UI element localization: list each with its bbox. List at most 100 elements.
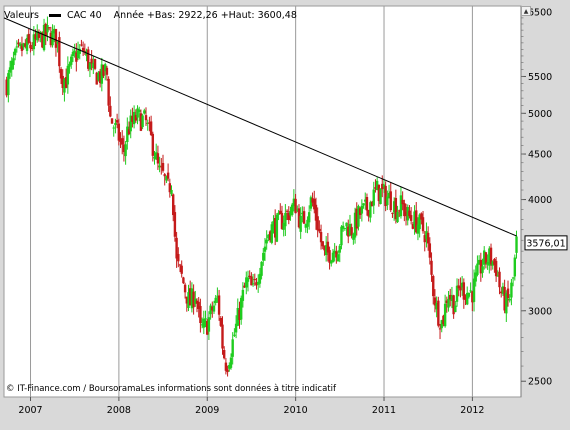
candle-body (510, 282, 513, 298)
candle-body (292, 198, 296, 207)
candle-body (408, 210, 411, 217)
candle-body (172, 194, 175, 216)
candle-body (435, 302, 438, 310)
candle-body (477, 259, 481, 265)
candle-body (489, 247, 493, 264)
candle-body (309, 197, 313, 209)
candle-body (73, 50, 76, 54)
candle-body (392, 201, 396, 213)
candle-body (398, 210, 401, 212)
candle-body (114, 122, 117, 125)
candle-body (500, 291, 503, 294)
candle-body (207, 317, 211, 332)
legend-prefix: Valeurs (4, 9, 39, 21)
candle-body (318, 228, 321, 232)
candle-body (158, 165, 161, 168)
candle-body (155, 152, 158, 160)
candle-body (486, 262, 489, 265)
candle-body (374, 187, 377, 189)
candle-body (129, 115, 132, 132)
candle-body (211, 306, 214, 311)
candle-body (396, 211, 399, 223)
candle-body (17, 42, 20, 45)
candle-body (314, 204, 318, 221)
candle-body (515, 236, 518, 253)
candle-body (178, 264, 182, 266)
candle-body (330, 260, 333, 264)
candle-body (447, 298, 450, 308)
y-tick-label: 5000 (528, 109, 552, 120)
candle-body (81, 47, 85, 51)
candle-body (19, 43, 22, 46)
candle-body (44, 24, 47, 37)
candle-body (153, 156, 156, 159)
candle-body (243, 285, 246, 288)
candle-body (83, 50, 87, 52)
triangle-up-icon[interactable]: ▲ (521, 6, 531, 16)
candle-body (268, 231, 272, 241)
candle-body (8, 67, 12, 73)
candle-body (358, 208, 362, 215)
candle-body (377, 184, 381, 202)
candlestick-series (5, 16, 518, 377)
candle-body (199, 305, 202, 324)
candle-body (387, 192, 391, 199)
candle-body (501, 286, 505, 294)
candle-body (364, 199, 367, 202)
x-tick-label: 2009 (195, 405, 219, 416)
credit-text: © IT-Finance.com / BoursoramaLes informa… (6, 384, 336, 394)
candle-body (100, 64, 104, 84)
candle-body (25, 37, 29, 51)
candle-body (454, 305, 457, 313)
candle-body (306, 219, 309, 227)
candle-body (294, 198, 297, 214)
candle-body (415, 210, 418, 233)
candle-body (375, 180, 379, 191)
candle-body (121, 138, 124, 145)
y-tick-label: 3000 (528, 306, 552, 317)
candle-body (440, 320, 443, 329)
x-tick-label: 2010 (284, 405, 308, 416)
candle-body (231, 339, 234, 357)
candle-body (488, 248, 491, 266)
y-tick-label: 4500 (528, 150, 552, 161)
candle-body (404, 211, 408, 217)
candle-body (437, 300, 440, 326)
candle-body (32, 34, 36, 50)
candle-body (180, 265, 183, 274)
candle-body (112, 127, 115, 129)
candle-body (29, 45, 32, 49)
series-swatch (48, 13, 61, 17)
candle-body (200, 324, 204, 326)
candle-body (418, 214, 421, 230)
candle-body (382, 184, 386, 187)
candle-body (341, 225, 345, 229)
candle-body (493, 259, 496, 265)
candle-body (209, 305, 212, 315)
candle-body (226, 369, 229, 373)
candle-body (107, 78, 110, 106)
candle-body (53, 28, 56, 34)
last-value-label: 3576,01 (526, 238, 565, 249)
candle-body (505, 292, 508, 314)
legend-series-name: CAC 40 (66, 9, 102, 21)
candle-body (131, 116, 134, 122)
candle-body (277, 212, 280, 215)
candle-body (496, 275, 500, 277)
candle-body (433, 297, 437, 306)
candle-body (263, 246, 267, 252)
candle-body (311, 198, 314, 203)
candle-body (56, 41, 59, 44)
legend-period-stats: Année +Bas: 2922,26 +Haut: 3600,48 (113, 9, 297, 21)
candle-body (182, 277, 185, 284)
candle-body (66, 65, 70, 85)
candle-body (494, 260, 498, 277)
candle-body (464, 297, 467, 300)
candle-body (328, 250, 331, 263)
candle-body (109, 105, 112, 117)
candle-body (255, 282, 258, 286)
candle-body (284, 212, 287, 227)
candle-body (324, 245, 328, 256)
candle-body (127, 129, 131, 135)
